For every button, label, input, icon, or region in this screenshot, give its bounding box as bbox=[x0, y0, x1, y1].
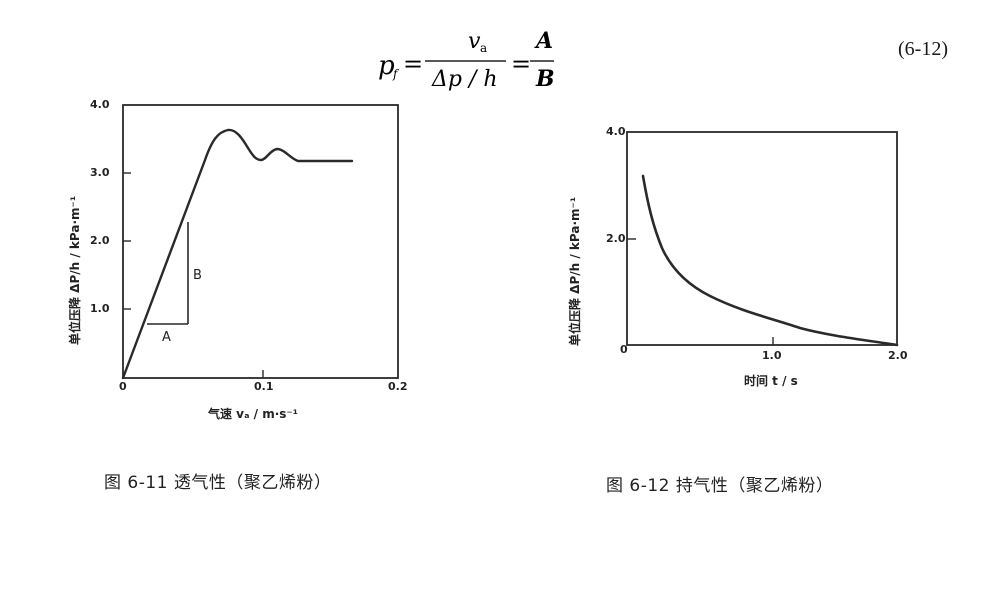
decay-curve bbox=[641, 174, 899, 347]
ytick-1: 1.0 bbox=[90, 302, 110, 315]
ytick-2: 2.0 bbox=[606, 232, 626, 245]
xtick-0: 0 bbox=[620, 343, 628, 356]
ytick-4: 4.0 bbox=[90, 98, 110, 111]
y-axis-label: 单位压降 ΔP/h / kPa·m⁻¹ bbox=[568, 196, 582, 346]
plot-frame bbox=[626, 131, 898, 346]
svg-text:=: = bbox=[403, 50, 423, 78]
annotation-B: B bbox=[193, 268, 202, 283]
ytick-4: 4.0 bbox=[606, 125, 626, 138]
xtick-1: 0.1 bbox=[254, 380, 274, 393]
formula-svg: p f = v a Δp / h = A B bbox=[378, 28, 555, 92]
xtick-2: 2.0 bbox=[888, 349, 908, 362]
xtick-0: 0 bbox=[119, 380, 127, 393]
y-axis-label: 单位压降 ΔP/h / kPa·m⁻¹ bbox=[68, 195, 82, 345]
figure-caption: 图 6-11 透气性（聚乙烯粉） bbox=[104, 473, 332, 493]
ytick-2: 2.0 bbox=[90, 234, 110, 247]
svg-text:=: = bbox=[511, 50, 531, 78]
equation-number: (6-12) bbox=[898, 38, 948, 60]
figure-6-12: 4.0 2.0 0 1.0 2.0 单位压降 ΔP/h / kPa·m⁻¹ 时间… bbox=[540, 0, 991, 520]
chart-permeability bbox=[121, 104, 399, 380]
chart-air-retention bbox=[626, 131, 899, 347]
formula-rhs-numerator: A bbox=[534, 28, 553, 54]
formula-denominator: Δp / h bbox=[431, 67, 498, 92]
xtick-2: 0.2 bbox=[388, 380, 408, 393]
formula-numerator: v bbox=[468, 29, 481, 54]
formula-lhs-sub: f bbox=[392, 67, 400, 81]
formula: p f = v a Δp / h = A B bbox=[370, 22, 590, 98]
formula-rhs-denominator: B bbox=[535, 66, 555, 92]
permeability-curve bbox=[121, 128, 354, 380]
x-axis-label: 气速 vₐ / m·s⁻¹ bbox=[208, 407, 299, 421]
xtick-1: 1.0 bbox=[762, 349, 782, 362]
figure-6-11: A B 4.0 3.0 2.0 1.0 0 0.1 0.2 单位压降 ΔP/h … bbox=[0, 0, 460, 520]
ytick-3: 3.0 bbox=[90, 166, 110, 179]
figure-caption: 图 6-12 持气性（聚乙烯粉） bbox=[606, 476, 834, 496]
formula-lhs: p bbox=[378, 51, 395, 81]
x-axis-label: 时间 t / s bbox=[744, 374, 798, 388]
formula-numerator-sub: a bbox=[480, 41, 487, 55]
annotation-A: A bbox=[162, 330, 171, 345]
